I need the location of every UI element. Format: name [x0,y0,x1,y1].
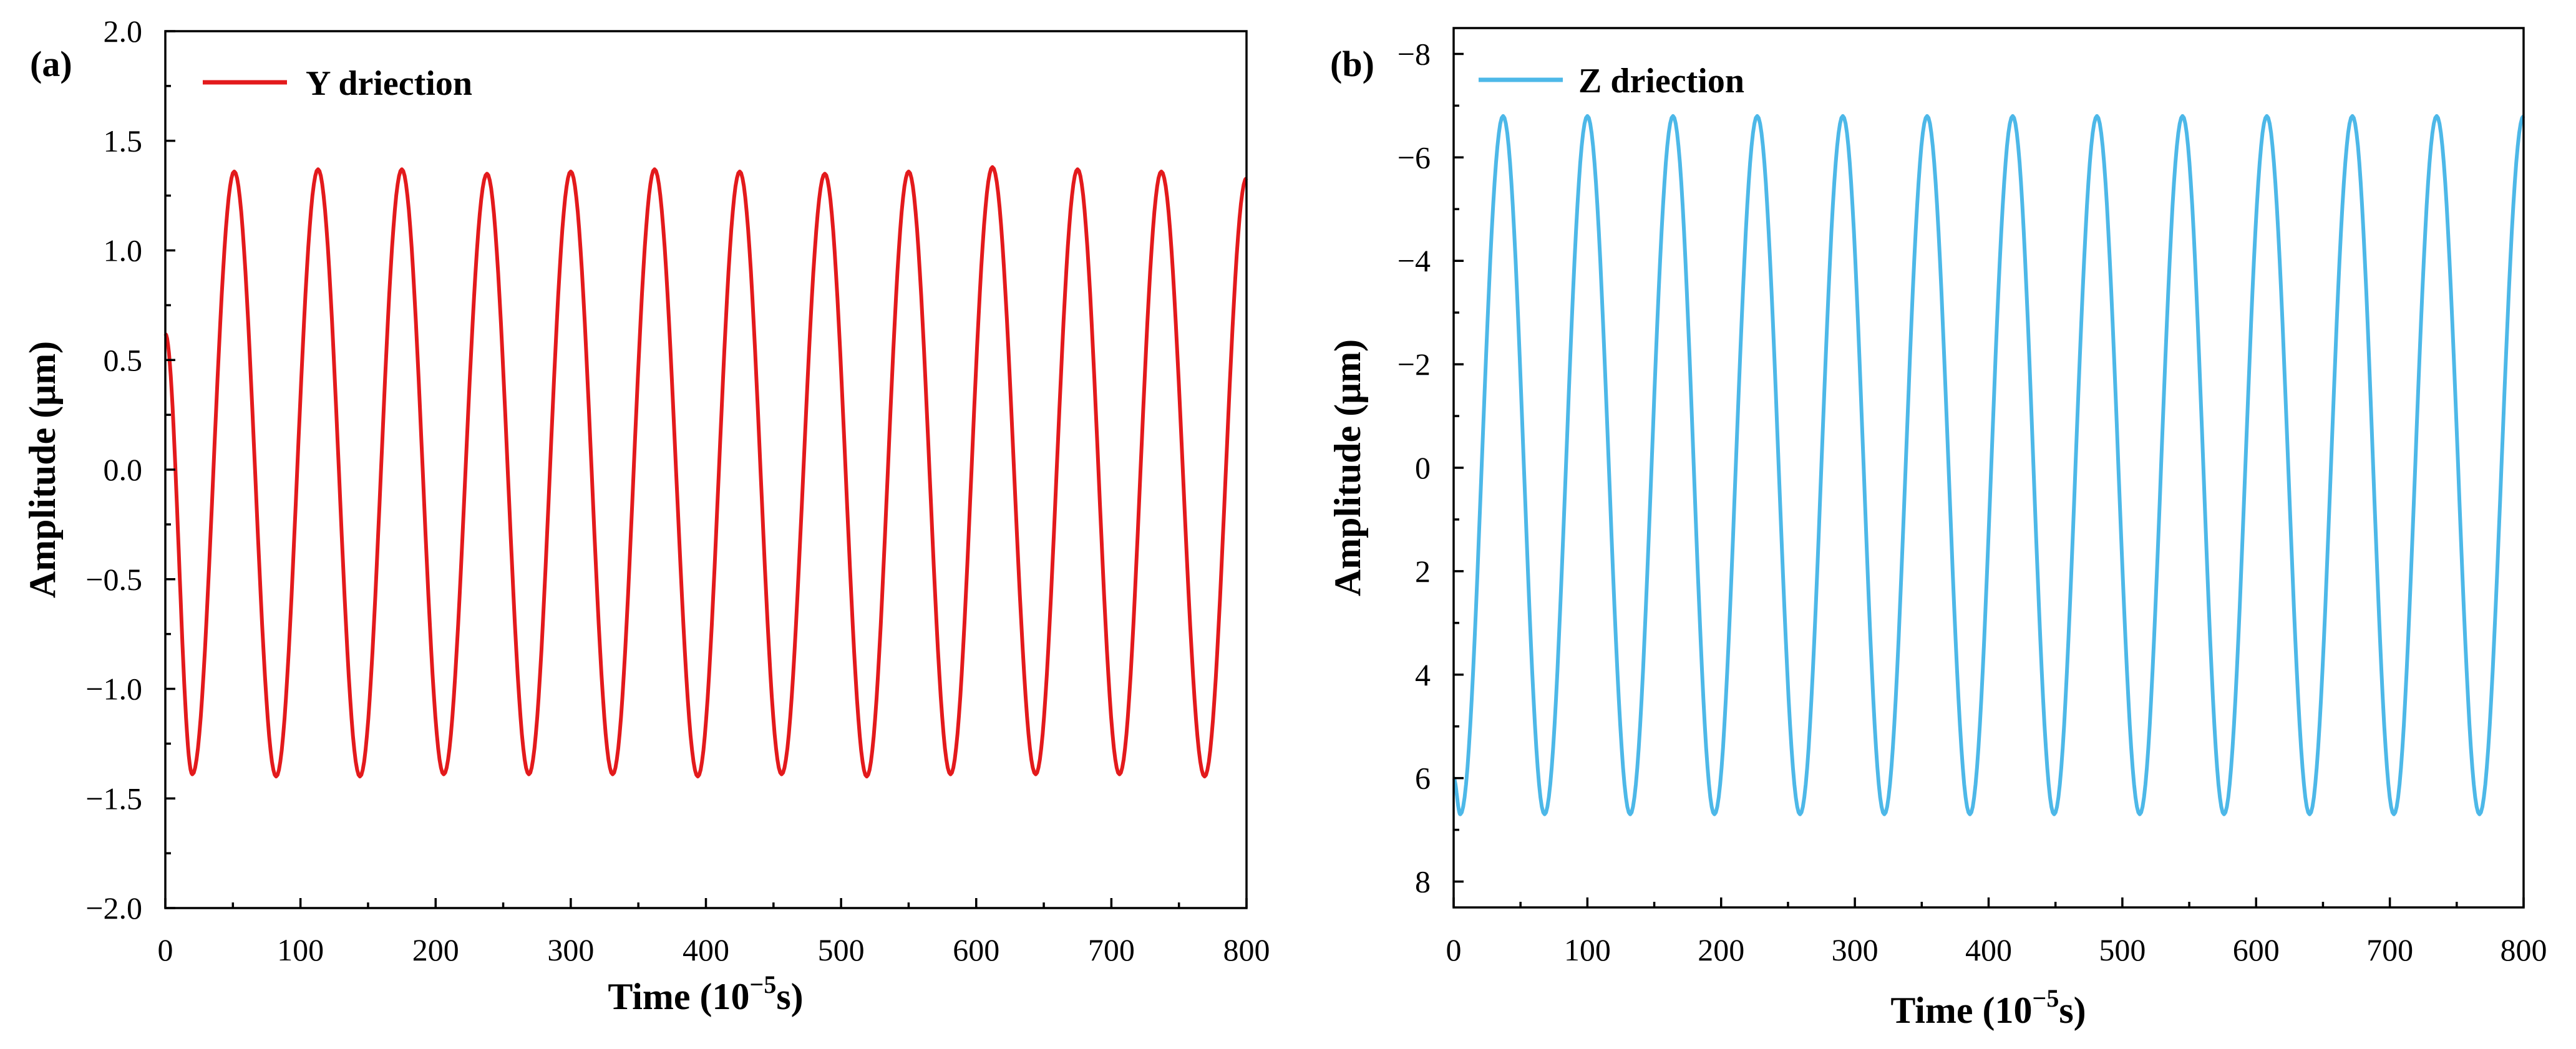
panel-b-frame [1452,27,2525,909]
panel-a-x-tick-label: 500 [818,932,865,967]
panel-b-y-tick-label: −4 [1397,243,1431,278]
panel-b-y-axis-label: Amplitude (μm) [1327,339,1368,596]
panel-a-y-tick-label: −1.0 [85,672,142,707]
panel-b-y-tick-label: 0 [1415,450,1431,485]
panel-a-y-tick-label: 1.0 [104,233,143,268]
panel-a-y-tick-label: −1.5 [85,781,142,816]
panel-b-xlabel-base: Time (10 [1890,990,2032,1031]
panel-b-legend: Z driection [1479,62,1744,100]
panel-b-plot [1452,114,2525,816]
panel-a-label: (a) [30,44,72,84]
panel-a-x-tick-label: 300 [547,932,594,967]
panel-b-x-tick-label: 0 [1446,932,1462,967]
panel-b-chart: (b) −8 −6 −4 −2 0 2 4 6 8 0 100 200 300 400 500 600 700… [1327,27,2547,1031]
panel-a-x-ticks: 0 100 200 300 400 500 600 700 800 [158,898,1270,967]
panel-b-x-tick-label: 100 [1564,932,1611,967]
panel-a-x-tick-label: 200 [412,932,459,967]
panel-a-xlabel-sup: −5 [750,970,777,998]
panel-b-label: (b) [1330,44,1374,84]
panel-b-xlabel-unit: s) [2059,990,2086,1031]
panel-a-x-tick-label: 400 [683,932,729,967]
panel-b-x-ticks: 0 100 200 300 400 500 600 700 800 [1446,897,2547,967]
panel-a-frame [164,30,1248,909]
panel-b-y-ticks: −8 −6 −4 −2 0 2 4 6 8 [1397,36,1464,899]
panel-a-x-tick-label: 800 [1223,932,1270,967]
panel-a-x-axis-label: Time (10−5s) [608,970,803,1017]
panel-b-x-tick-label: 600 [2233,932,2280,967]
panel-a-x-tick-label: 100 [277,932,324,967]
panel-a-y-axis-label: Amplitude (μm) [22,341,63,598]
panel-a-legend: Y driection [203,64,472,103]
panel-b-x-tick-label: 400 [1965,932,2012,967]
panel-b-x-tick-label: 800 [2501,932,2547,967]
panel-a-x-tick-label: 0 [158,932,173,967]
panel-b-legend-label: Z driection [1578,62,1744,100]
panel-a-y-tick-label: 2.0 [104,14,143,49]
panel-a-y-tick-label: 0.5 [104,342,143,377]
panel-a-y-tick-label: 1.5 [104,123,143,158]
panel-a-legend-label: Y driection [306,64,472,103]
panel-a-series-line [163,165,1248,779]
panel-a-x-tick-label: 600 [953,932,999,967]
panel-a-xlabel-base: Time (10 [608,976,749,1017]
panel-b-xlabel-sup: −5 [2033,984,2059,1012]
panel-b-y-tick-label: −6 [1397,140,1431,175]
panel-b-x-axis-label: Time (10−5s) [1890,984,2086,1031]
panel-a-y-tick-label: −0.5 [85,562,142,597]
panel-b-x-tick-label: 700 [2366,932,2413,967]
panel-b-y-tick-label: −2 [1397,347,1431,382]
panel-b-y-tick-label: 6 [1415,761,1431,796]
panel-a-y-ticks: 2.0 1.5 1.0 0.5 0.0 −0.5 −1.0 −1.5 −2.0 [85,14,175,926]
panel-b-y-tick-label: 8 [1415,864,1431,899]
panel-b-y-tick-label: 2 [1415,554,1431,589]
panel-b-series-line [1452,114,2525,816]
panel-b-x-tick-label: 300 [1832,932,1879,967]
panel-b-y-tick-label: −8 [1397,36,1431,71]
panel-a-x-tick-label: 700 [1088,932,1135,967]
panel-b-y-tick-label: 4 [1415,657,1431,692]
panel-a-y-tick-label: 0.0 [104,452,143,487]
panel-a-plot [163,165,1248,779]
panel-b-x-tick-label: 200 [1698,932,1744,967]
panel-a-y-tick-label: −2.0 [85,891,142,926]
panel-b-x-tick-label: 500 [2099,932,2146,967]
panel-a-xlabel-unit: s) [776,976,803,1017]
panel-a-chart: (a) 2.0 1.5 1.0 0.5 0.0 −0.5 −1.0 −1.5 −2.0 0 100… [22,14,1270,1017]
